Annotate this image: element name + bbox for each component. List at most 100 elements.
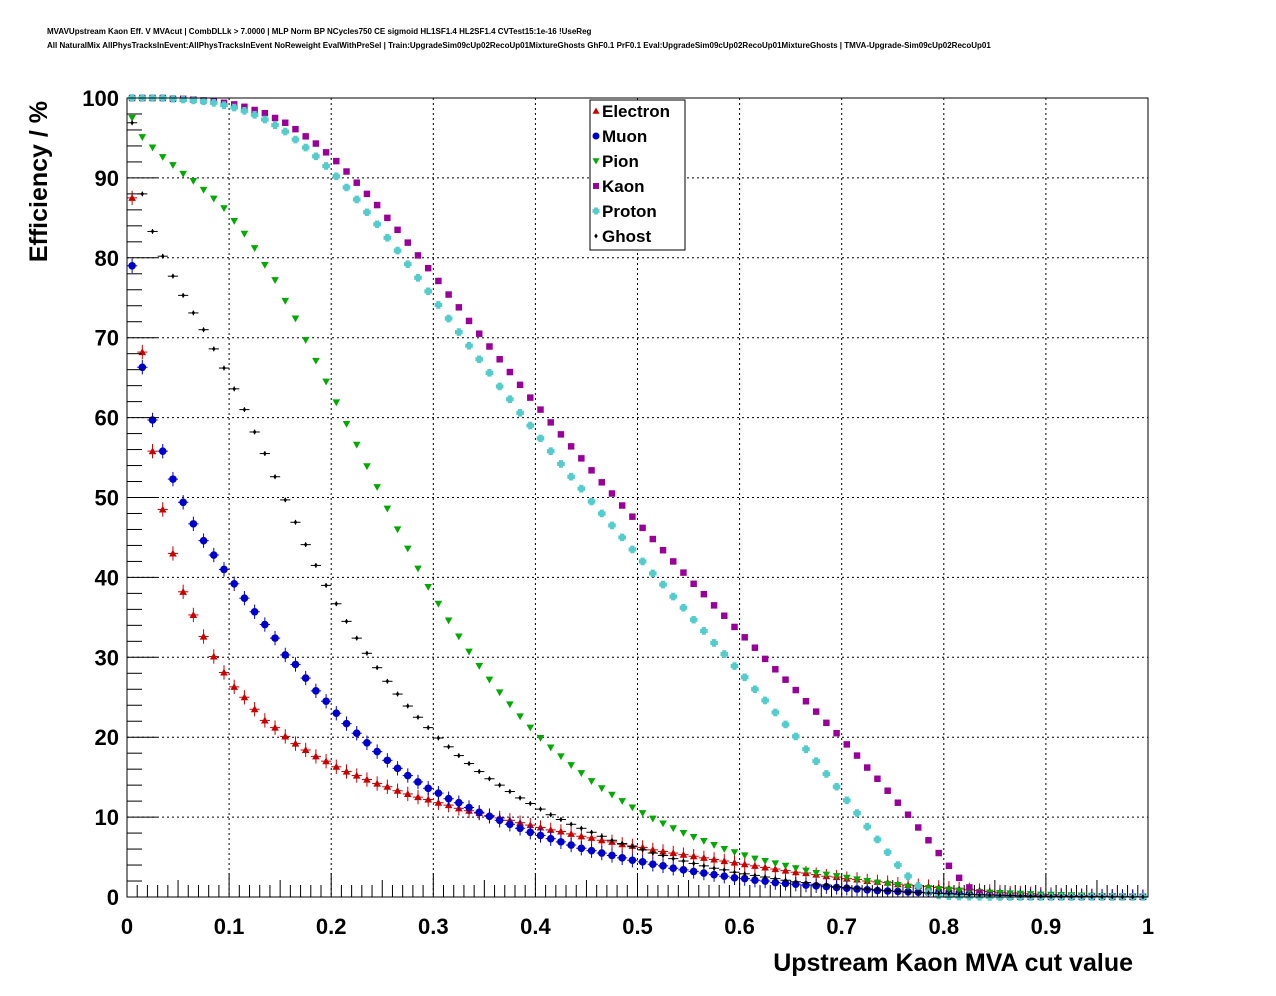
data-point [212, 346, 216, 352]
data-point [291, 660, 300, 669]
data-point [414, 793, 422, 801]
data-point [414, 273, 422, 282]
data-point [751, 862, 759, 869]
data-point [781, 879, 790, 888]
data-point [740, 852, 749, 860]
data-point [302, 133, 309, 140]
x-tick-label: 0.7 [826, 914, 857, 939]
y-tick-label: 50 [95, 486, 119, 511]
data-point [312, 687, 320, 695]
data-point [242, 407, 247, 413]
data-point [853, 752, 861, 759]
data-point [209, 652, 218, 660]
data-point [967, 892, 972, 898]
data-point [435, 277, 442, 285]
data-point [352, 441, 361, 449]
data-point [393, 246, 402, 255]
data-point [281, 651, 290, 659]
data-point [588, 467, 595, 474]
x-axis-title: Upstream Kaon MVA cut value [773, 949, 1133, 977]
data-point [526, 421, 535, 430]
data-point [273, 474, 277, 480]
data-point [333, 157, 340, 165]
data-point [199, 536, 208, 545]
data-point [261, 261, 269, 269]
data-point [312, 140, 320, 147]
data-point [710, 855, 718, 863]
data-point [241, 103, 248, 111]
data-point [485, 369, 494, 377]
data-point [516, 824, 524, 833]
data-point [659, 862, 667, 870]
data-point [252, 429, 257, 435]
data-point [730, 849, 739, 857]
data-point [638, 557, 647, 566]
y-tick-label: 90 [95, 166, 119, 191]
data-point [332, 172, 341, 181]
data-point [406, 703, 410, 709]
data-point [700, 838, 708, 845]
data-point [516, 381, 524, 389]
data-point [689, 834, 698, 841]
data-point [373, 220, 381, 229]
data-point [465, 317, 473, 325]
data-point [546, 834, 555, 843]
data-point [639, 524, 646, 532]
data-point [446, 744, 451, 750]
data-point [945, 862, 953, 870]
data-point [230, 218, 239, 225]
data-point [526, 724, 535, 732]
data-point [700, 854, 708, 861]
data-point [955, 887, 963, 895]
data-point [179, 498, 187, 507]
data-point [720, 846, 729, 853]
data-point [424, 583, 432, 591]
data-point [597, 785, 606, 793]
data-point [875, 887, 880, 893]
data-point [630, 844, 635, 850]
data-point [476, 330, 483, 337]
data-point [394, 226, 401, 234]
data-point [220, 205, 228, 213]
data-point [291, 315, 300, 323]
data-point [322, 378, 330, 386]
data-point [557, 460, 565, 468]
data-point [312, 152, 320, 161]
data-point [955, 874, 963, 882]
data-point [373, 484, 381, 491]
data-point [363, 208, 371, 217]
data-point [832, 782, 841, 791]
data-point [600, 833, 604, 839]
data-point [434, 798, 443, 806]
data-point [140, 191, 145, 197]
data-point [403, 790, 412, 797]
data-point [240, 693, 249, 701]
y-axis-title: Efficiency / % [25, 101, 53, 262]
data-point [679, 866, 688, 874]
data-point [303, 542, 308, 548]
data-point [282, 119, 289, 126]
legend-label: Electron [602, 102, 670, 121]
data-point [445, 291, 452, 298]
data-point [771, 878, 780, 887]
data-point [158, 447, 167, 455]
data-point [403, 545, 412, 553]
data-point [261, 716, 269, 724]
data-point [824, 882, 829, 888]
data-point [199, 186, 208, 194]
data-point [189, 520, 198, 528]
data-point [383, 756, 392, 765]
data-point [640, 847, 645, 853]
data-point [894, 861, 902, 869]
data-point [1049, 893, 1053, 899]
data-point [822, 770, 831, 778]
data-point [465, 341, 473, 350]
data-point [457, 753, 461, 759]
data-point [629, 513, 636, 520]
data-point [220, 565, 228, 574]
data-point [587, 497, 596, 506]
data-point [700, 869, 708, 877]
data-point [649, 569, 657, 578]
data-point [384, 214, 391, 222]
data-point [843, 796, 851, 805]
